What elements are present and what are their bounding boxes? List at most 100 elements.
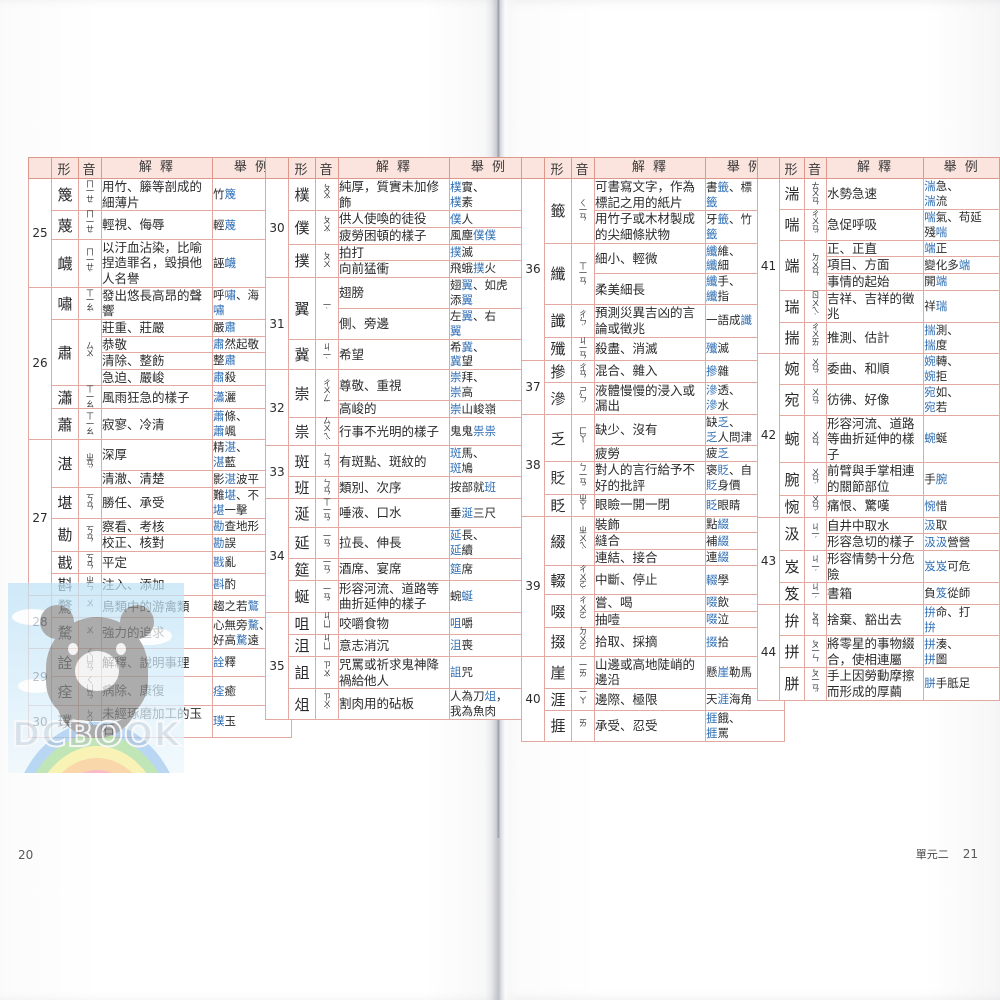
example-line: 撲滅 xyxy=(450,244,473,259)
example-target-char: 蔑 xyxy=(224,217,237,232)
table-row: 蔑ㄇ一ㄝ ˋ 輕視、侮辱 輕蔑 xyxy=(29,210,292,240)
definition-cell: 以汙血沾染，比喻捏造罪名，毀損他人名譽 xyxy=(101,238,213,288)
header-form: 形 xyxy=(544,157,572,179)
example-line: 啜飲 xyxy=(706,595,729,610)
example-target-char: 貶 xyxy=(717,463,730,478)
example-target-char: 璞 xyxy=(213,714,225,729)
group-number-header xyxy=(28,157,52,179)
example-line: 貶身價 xyxy=(706,477,741,492)
definition-cell: 鳥類中的游禽類 xyxy=(101,594,213,618)
example-target-char: 湛 xyxy=(224,471,237,486)
left-page-folio: 20 xyxy=(18,848,33,862)
example-target-char: 喘 xyxy=(924,209,936,224)
definition-cell: 裝飾 xyxy=(594,515,706,534)
group-number: 25 xyxy=(28,178,52,288)
example-cell: 人為刀俎， 我為魚肉 xyxy=(449,688,529,721)
example-cell: 詛咒 xyxy=(449,655,529,690)
table-row: 35 咀ㄐㄩ ˇ 咬嚼食物 咀嚼 xyxy=(265,611,529,721)
example-line: 翅翼、如虎 xyxy=(450,277,508,292)
example-cell: 胼手胝足 xyxy=(923,667,1000,701)
table-row: 31 翼一 ˋ 翅膀 翅翼、如虎 添翼 xyxy=(265,276,529,371)
headword-char: 蜒 xyxy=(288,579,316,613)
table-row: 冀ㄐ一 ˋ 希望 希冀、 冀望 xyxy=(266,338,529,371)
definition-cell: 事情的起始 xyxy=(825,273,925,291)
example-target-char: 痊 xyxy=(213,683,225,698)
example-cell: 手腕 xyxy=(923,462,1000,496)
example-target-char: 堪 xyxy=(213,502,225,517)
example-line: 拼湊、 xyxy=(924,636,959,651)
definition-cell: 注入、添加 xyxy=(101,572,213,596)
table-row: 貶ㄅ一ㄢ ˇ 對人的言行給予不好的批評 褒貶、自 貶身價 xyxy=(522,461,785,495)
example-cell: 左翼、右翼 xyxy=(449,307,529,340)
table-row: 29 詮ㄑㄩㄢ ˊ 解釋、說明事理 詮釋 xyxy=(28,647,292,706)
headword-char: 蜿 xyxy=(778,414,806,464)
group-number-header xyxy=(521,157,545,179)
headword-char: 讖 xyxy=(544,304,572,338)
example-target-char: 詮 xyxy=(213,655,225,670)
header-form: 形 xyxy=(778,157,806,179)
headword-char: 喘 xyxy=(778,208,806,241)
example-target-char: 堪 xyxy=(224,487,237,502)
example-target-char: 蜒 xyxy=(461,588,474,603)
example-target-char: 僕僕 xyxy=(473,228,496,243)
example-target-char: 崖 xyxy=(717,664,730,679)
definition-cell: 咬嚼食物 xyxy=(338,611,450,635)
table-row: 41 湍ㄊㄨㄢ水勢急速 湍急、 湍流 xyxy=(757,178,1000,354)
definition-cell: 向前猛衝 xyxy=(338,260,450,278)
table-row: 祟ㄙㄨㄟ ˋ 行事不光明的樣子 鬼鬼祟祟 xyxy=(266,416,529,447)
headword-char: 筵 xyxy=(288,557,316,581)
group-number: 37 xyxy=(521,359,545,415)
example-cell: 汲汲營營 xyxy=(923,533,1000,551)
headword-char: 勘 xyxy=(51,517,79,552)
zhuyin-cell: ㄓㄣ xyxy=(78,572,102,596)
example-target-char: 籤 xyxy=(717,211,730,226)
example-target-char: 翼 xyxy=(461,308,474,323)
example-target-char: 乏 xyxy=(717,446,730,461)
headword-char: 崇 xyxy=(288,369,316,418)
example-line: 心無旁騖、 xyxy=(213,617,271,632)
group-number: 43 xyxy=(757,516,780,606)
example-target-char: 婉 xyxy=(924,368,936,383)
header-examples: 舉 例 xyxy=(449,157,529,179)
headword-char: 蕭 xyxy=(51,408,79,441)
example-line: 天涯海角 xyxy=(706,692,752,707)
vocabulary-table: 形音解 釋舉 例 30 樸ㄆㄨ ˊ 純厚，質實未加修飾 樸實、 樸素僕ㄆㄨ ˊ 供人使喚的徒役僕… xyxy=(265,157,529,721)
table-row: 掇ㄉㄨㄛ ˊ 拾取、採摘 掇拾 xyxy=(522,627,785,657)
example-line: 乏人問津 xyxy=(706,429,752,444)
example-line: 摻雜 xyxy=(706,363,729,378)
example-line: 勘誤 xyxy=(213,535,236,550)
definition-cell: 委曲、和順 xyxy=(825,352,925,385)
example-target-char: 纖 xyxy=(706,289,718,304)
example-target-char: 籤 xyxy=(706,194,718,209)
definition-cell: 書箱 xyxy=(825,582,925,606)
example-target-char: 樸 xyxy=(450,179,462,194)
table-row: 連結、接合 連綴 xyxy=(521,548,785,567)
group-number: 36 xyxy=(521,178,545,361)
definition-cell: 形容河流、道路等曲折延伸的樣子 xyxy=(338,579,450,613)
definition-cell: 類別、次序 xyxy=(338,476,450,500)
zhuyin-cell: ㄉㄨㄢ xyxy=(804,239,827,291)
definition-cell: 對人的言行給予不好的批評 xyxy=(594,461,706,495)
zhuyin-cell: ㄒ一ㄠ xyxy=(78,408,102,441)
table-row: 眨ㄓㄚ ˇ 眼瞼一開一閉 眨眼睛 xyxy=(522,493,785,517)
example-line: 延續 xyxy=(450,542,473,557)
headword-char: 綴 xyxy=(544,515,572,567)
example-target-char: 斑 xyxy=(450,446,462,461)
example-cell: 鬼鬼祟祟 xyxy=(449,416,529,447)
example-line: 竹篾 xyxy=(213,187,236,202)
headword-char: 纖 xyxy=(544,242,572,306)
example-target-char: 崇 xyxy=(450,370,462,385)
table-row: 堪ㄎㄢ勝任、承受 難堪、不 堪一擊 xyxy=(29,486,292,519)
headword-char: 瀟 xyxy=(51,385,79,410)
definition-cell: 清除、整飭 xyxy=(101,352,213,370)
example-line: 汲取 xyxy=(924,517,948,532)
example-line: 趨之若鶩 xyxy=(213,599,259,613)
example-line: 纖細 xyxy=(706,258,729,273)
table-row: 拼ㄆ一ㄣ將零星的事物綴合，使相連屬 拼湊、 拼圖 xyxy=(758,634,1000,669)
